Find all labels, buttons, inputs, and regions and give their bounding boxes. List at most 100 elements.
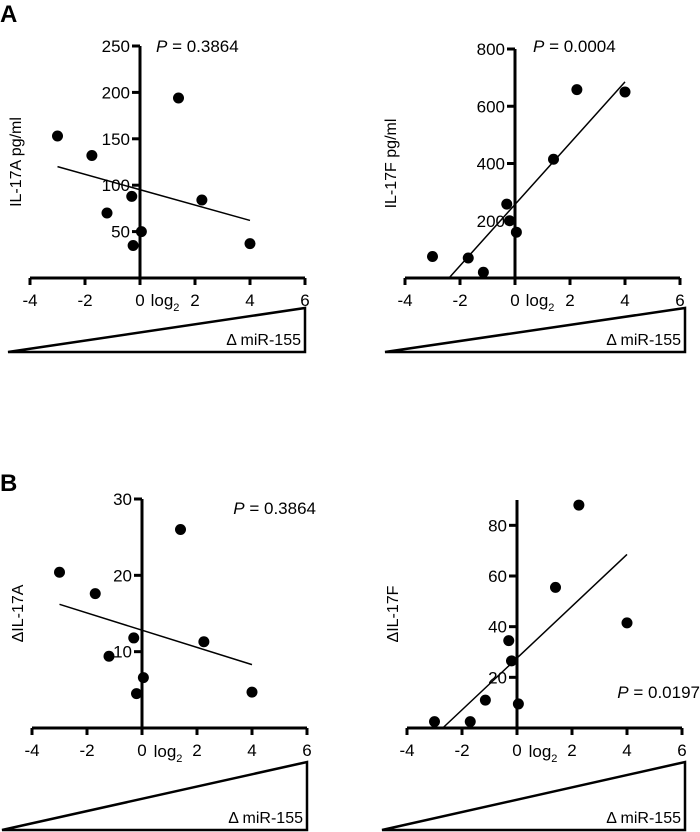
y-axis-label: ΔIL-17A — [10, 584, 27, 642]
y-tick-label: 40 — [488, 618, 507, 637]
gradient-label: Δ miR-155 — [606, 810, 681, 827]
x-tick-label: -4 — [399, 741, 414, 760]
x-tick-label: -4 — [397, 291, 412, 310]
data-point — [127, 240, 139, 252]
x-axis-label-main: log — [154, 742, 177, 761]
x-tick-label: -2 — [79, 741, 94, 760]
data-point — [196, 194, 208, 206]
data-point — [503, 635, 515, 647]
scatter-panel-2: -4 -2 0 2 4 6 200 400 600 800 IL-17F pg/ml P = 0.00… — [383, 37, 687, 354]
p-value: = 0.3864 — [245, 499, 316, 518]
y-tick-label: 400 — [477, 155, 505, 174]
x-tick-label: 6 — [675, 291, 684, 310]
y-tick-label: 250 — [102, 37, 130, 56]
x-tick-label: 2 — [567, 741, 576, 760]
p-value-annotation: P = 0.3864 — [156, 37, 239, 56]
x-tick-label: 2 — [190, 291, 199, 310]
data-point — [101, 207, 113, 219]
data-point — [573, 499, 585, 511]
data-point — [54, 566, 65, 578]
x-tick-label: -2 — [454, 741, 469, 760]
data-point — [550, 581, 561, 593]
data-point — [198, 636, 210, 648]
x-tick-label: 0 — [137, 741, 146, 760]
y-tick-label: 150 — [102, 130, 130, 149]
x-tick-label: 4 — [620, 291, 629, 310]
data-point — [548, 153, 559, 165]
y-axis-label: IL-17F pg/ml — [383, 119, 400, 209]
x-axis-label-subscript: 2 — [548, 302, 554, 314]
y-tick-label: 50 — [111, 223, 130, 242]
data-point — [126, 190, 138, 202]
data-point — [501, 198, 513, 210]
x-tick-label: 4 — [622, 741, 631, 760]
data-point — [506, 655, 517, 667]
gradient-triangle — [381, 760, 687, 832]
y-tick-label: 200 — [102, 83, 130, 102]
data-point — [429, 716, 440, 728]
data-point — [89, 588, 101, 600]
data-point — [477, 266, 489, 278]
x-tick-label: 2 — [192, 741, 201, 760]
x-axis-label: log2 — [154, 742, 183, 765]
gradient-triangle — [1, 760, 309, 832]
x-tick-label: 6 — [677, 741, 686, 760]
p-symbol: P — [533, 37, 545, 56]
regression-line — [59, 603, 253, 666]
x-axis-label-subscript: 2 — [173, 302, 179, 314]
data-point — [131, 688, 142, 700]
data-point — [86, 150, 98, 162]
x-axis-label: log2 — [526, 291, 555, 314]
data-point — [510, 226, 522, 238]
data-point — [128, 632, 140, 644]
x-tick-label: 4 — [245, 291, 254, 310]
y-tick-label: 20 — [113, 566, 132, 585]
data-point — [464, 716, 476, 728]
p-value-annotation: P = 0.0004 — [533, 37, 616, 56]
gradient-triangle — [384, 306, 687, 354]
p-symbol: P — [156, 37, 168, 56]
x-axis-label: log2 — [529, 742, 558, 765]
x-tick-label: 4 — [247, 741, 256, 760]
x-tick-label: -4 — [24, 741, 39, 760]
data-point — [244, 238, 256, 250]
x-tick-label: 0 — [510, 291, 519, 310]
p-symbol: P — [233, 499, 245, 518]
x-tick-label: -2 — [77, 291, 92, 310]
data-point — [173, 92, 184, 104]
x-axis-label-main: log — [526, 291, 549, 310]
data-point — [175, 524, 186, 536]
y-tick-label: 600 — [477, 97, 505, 116]
p-value: = 0.3864 — [167, 37, 238, 56]
p-value-annotation: P = 0.0197 — [617, 683, 700, 702]
data-point — [479, 694, 491, 706]
y-tick-label: 60 — [488, 567, 507, 586]
data-point — [512, 698, 524, 710]
gradient-label: Δ miR-155 — [228, 810, 303, 827]
gradient-triangle — [7, 306, 307, 354]
regression-line — [442, 553, 628, 729]
data-point — [427, 251, 438, 263]
x-axis-label: log2 — [151, 291, 180, 314]
x-tick-label: 0 — [512, 741, 521, 760]
data-point — [504, 215, 515, 227]
y-tick-label: 800 — [477, 40, 505, 59]
data-point — [462, 252, 474, 264]
regression-line — [448, 81, 626, 279]
gradient-label: Δ miR-155 — [226, 332, 301, 349]
panel-label-a: A — [0, 1, 17, 28]
x-tick-label: -4 — [22, 291, 37, 310]
x-axis-label-main: log — [529, 742, 552, 761]
data-point — [137, 672, 149, 684]
x-tick-label: 2 — [565, 291, 574, 310]
x-axis-label-main: log — [151, 291, 174, 310]
x-tick-label: 6 — [302, 741, 311, 760]
y-axis-label: ΔIL-17F — [385, 585, 402, 642]
x-axis-label-subscript: 2 — [176, 753, 182, 765]
y-tick-label: 30 — [113, 490, 132, 509]
panel-label-b: B — [0, 470, 17, 497]
gradient-label: Δ miR-155 — [606, 332, 681, 349]
